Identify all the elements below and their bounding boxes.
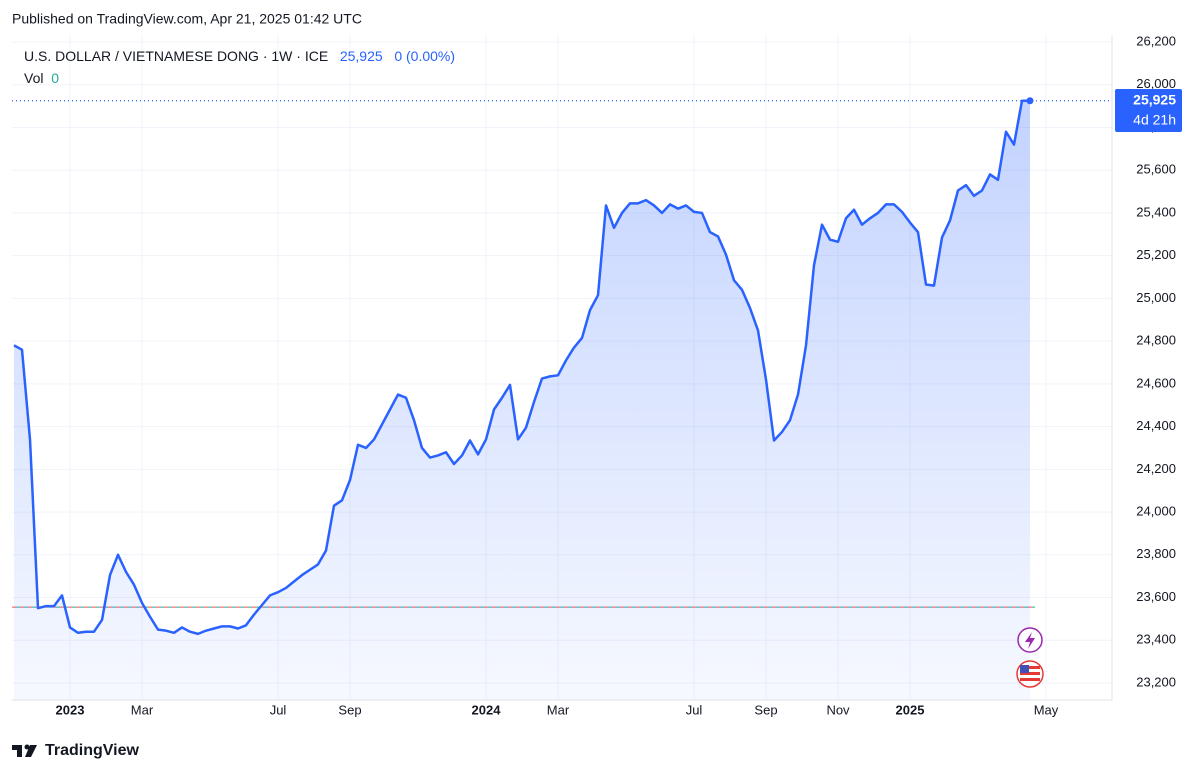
y-tick-label: 24,200 [1136,461,1176,476]
x-tick-label: Sep [338,702,361,717]
x-tick-label: Nov [826,702,850,717]
last-point [1026,97,1034,105]
y-tick-label: 24,400 [1136,418,1176,433]
line [13,99,1030,636]
marks [12,97,1112,701]
y-tick-label: 25,200 [1136,247,1176,262]
x-tick-label: Jul [270,702,287,717]
y-tick-label: 24,600 [1136,375,1176,390]
change: 0 (0.00%) [394,48,456,64]
y-tick-label: 23,200 [1136,674,1176,689]
brand: TradingView [45,742,140,759]
y-tick-label: 25,000 [1136,290,1176,305]
area [14,100,1030,701]
x-tick-label: 2023 [56,702,85,717]
labels: 23,200 23,400 23,600 23,800 24,000 24,200 24,4… [56,33,1176,717]
y-tick-label: 25,400 [1136,204,1176,219]
legend-row: U.S. DOLLAR / VIETNAMESE DONG · 1W · ICE… [24,48,455,64]
symbol: U.S. DOLLAR / VIETNAMESE DONG · 1W · ICE [24,48,329,64]
x-tick-label: Mar [547,702,570,717]
x-tick-label: 2024 [472,702,502,717]
last-price-label: 25,925 [1133,91,1176,107]
y-tick-label: 24,000 [1136,504,1176,519]
x-tick-label: May [1034,702,1059,717]
x-tick-label: Mar [131,702,154,717]
published-note: Published on TradingView.com, Apr 21, 20… [12,11,362,27]
flag-icon [1016,660,1044,688]
volume-row: Vol 0 [24,70,59,86]
vol-label: Vol [24,70,44,86]
brand-logo [12,744,37,757]
y-tick-label: 24,800 [1136,333,1176,348]
y-tick-label: 23,400 [1136,632,1176,647]
y-tick-label: 23,800 [1136,546,1176,561]
x-tick-label: Sep [754,702,777,717]
x-tick-label: Jul [686,702,703,717]
vol-value: 0 [51,70,60,86]
event-icon [1017,627,1043,653]
y-tick-label: 26,000 [1136,76,1176,91]
x-tick-label: 2025 [896,702,925,717]
y-tick-label: 26,200 [1136,33,1176,48]
price-badge [1115,89,1182,132]
price: 25,925 [339,48,383,64]
countdown: 4d 21h [1133,112,1176,128]
y-tick-label: 25,600 [1136,162,1176,177]
y-tick-label: 23,600 [1136,589,1176,604]
